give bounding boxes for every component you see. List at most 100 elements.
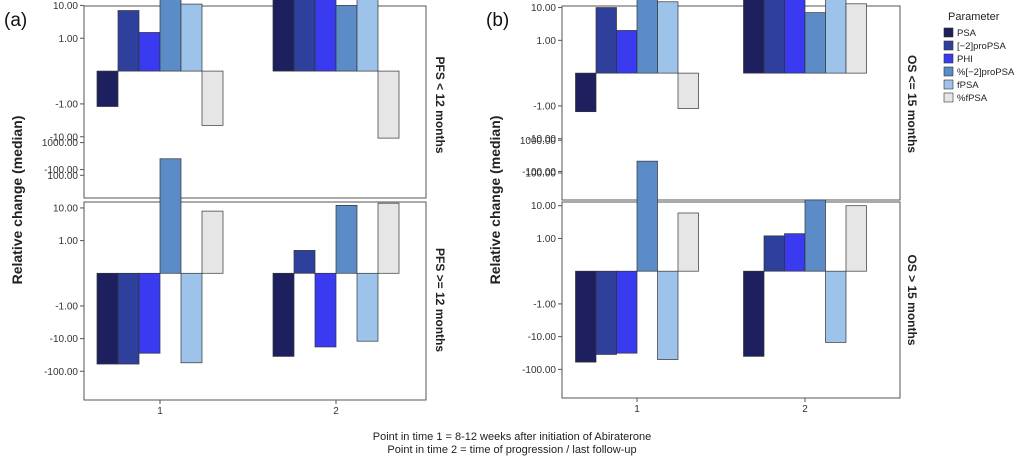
bar-fPSA-t2	[356, 0, 379, 72]
bar-pct2proPSA-t2	[335, 5, 358, 72]
footnote-time-2: Point in time 2 = time of progression / …	[387, 444, 637, 456]
bar-fPSA-t1	[180, 3, 203, 72]
bar-2proPSA-t2	[293, 0, 316, 72]
y-tick-label: -10.00	[528, 332, 557, 343]
legend-title: Parameter	[948, 11, 1000, 23]
bar-PSA-t2	[272, 272, 295, 357]
x-tick-label: 2	[333, 406, 339, 417]
bar-pct2proPSA-t1	[636, 0, 658, 74]
legend-label-2: PHI	[957, 54, 973, 65]
bar-fPSA-t2	[825, 270, 847, 343]
y-tick-label: 10.00	[531, 201, 556, 212]
bar-fPSA-t1	[657, 1, 679, 74]
bar-2proPSA-t1	[595, 7, 617, 74]
y-tick-label: 100.00	[525, 168, 556, 179]
y-tick-label: 1.00	[537, 36, 557, 47]
bar-PSA-t1	[575, 270, 597, 363]
y-tick-label: -10.00	[528, 134, 557, 145]
y-tick-label: -100.00	[44, 367, 78, 378]
bar-fPSA-t2	[825, 0, 847, 74]
bar-PSA-t1	[96, 272, 119, 365]
bar-pctfPSA-t1	[677, 72, 699, 109]
y-tick-label: 1.00	[537, 234, 557, 245]
bar-pctfPSA-t1	[201, 210, 224, 274]
y-tick-label: -1.00	[55, 301, 78, 312]
chart-panel-1: 1000.00 100.00 10.00 1.00 -1.00 -10.00 -100.00…	[42, 138, 427, 417]
bar-PHI-t2	[784, 0, 806, 74]
panel-label-a: (a)	[4, 10, 27, 31]
y-axis-title-b: Relative change (median)	[487, 116, 503, 285]
bar-PSA-t2	[743, 270, 765, 357]
row-label-pfs-ge-12: PFS >= 12 months	[433, 248, 447, 352]
chart-panel-0: 1000.00 100.00 10.00 1.00 -1.00 -10.00 -100.00	[44, 0, 427, 199]
bar-fPSA-t1	[180, 272, 203, 364]
row-label-pfs-lt-12: PFS < 12 months	[433, 56, 447, 153]
legend-label-0: PSA	[957, 28, 977, 39]
bar-PHI-t2	[784, 233, 806, 272]
bar-pctfPSA-t2	[377, 70, 400, 139]
bar-pct2proPSA-t2	[804, 12, 826, 74]
y-tick-label: -100.00	[522, 167, 556, 178]
x-tick-label: 1	[634, 404, 640, 415]
bar-pct2proPSA-t2	[804, 199, 826, 272]
bar-PHI-t1	[616, 30, 638, 74]
row-label-os-gt-15: OS > 15 months	[905, 254, 919, 345]
y-tick-label: 100.00	[47, 171, 78, 182]
row-label-os-le-15: OS <= 15 months	[905, 55, 919, 153]
bar-PSA-t2	[743, 0, 765, 74]
legend-swatch-0	[943, 27, 954, 38]
bar-PHI-t2	[314, 272, 337, 348]
y-tick-label: 1.00	[59, 34, 79, 45]
x-tick-label: 2	[802, 404, 808, 415]
legend-swatch-4	[943, 79, 954, 90]
bar-pctfPSA-t2	[845, 205, 867, 272]
chart-panel-3: 1000.00 100.00 10.00 1.00 -1.00 -10.00 -100.00…	[520, 136, 901, 415]
bar-2proPSA-t1	[117, 10, 140, 72]
bar-PHI-t1	[616, 270, 638, 354]
bar-2proPSA-t1	[595, 270, 617, 355]
bar-PSA-t1	[96, 70, 119, 107]
bar-pct2proPSA-t2	[335, 205, 358, 274]
y-tick-label: -10.00	[50, 132, 79, 143]
bar-fPSA-t1	[657, 270, 679, 360]
chart-panel-2: 1000.00 100.00 10.00 1.00 -1.00 -10.00 -100.00	[522, 0, 901, 201]
x-tick-label: 1	[157, 406, 163, 417]
legend-label-1: [−2]proPSA	[957, 41, 1007, 52]
bar-PHI-t1	[138, 32, 161, 72]
bar-2proPSA-t2	[763, 0, 785, 74]
y-tick-label: -100.00	[522, 365, 556, 376]
bar-2proPSA-t2	[763, 235, 785, 272]
y-tick-label: -1.00	[55, 99, 78, 110]
bar-pctfPSA-t2	[845, 3, 867, 74]
y-axis-title-a: Relative change (median)	[9, 116, 25, 285]
y-tick-label: -100.00	[44, 165, 78, 176]
legend-label-3: %[−2]proPSA	[957, 67, 1015, 78]
y-tick-label: 10.00	[531, 3, 556, 14]
y-tick-label: -1.00	[533, 299, 556, 310]
y-tick-label: 10.00	[53, 203, 78, 214]
bar-pct2proPSA-t1	[159, 158, 182, 274]
bar-PSA-t2	[272, 0, 295, 72]
bar-PSA-t1	[575, 72, 597, 113]
bar-fPSA-t2	[356, 272, 379, 342]
legend-swatch-5	[943, 92, 954, 103]
y-tick-label: -10.00	[50, 334, 79, 345]
legend-swatch-3	[943, 66, 954, 77]
legend-swatch-2	[943, 53, 954, 64]
bar-2proPSA-t2	[293, 250, 316, 274]
bar-pct2proPSA-t1	[636, 160, 658, 272]
bar-pct2proPSA-t1	[159, 0, 182, 72]
y-tick-label: 10.00	[53, 1, 78, 12]
bar-pctfPSA-t1	[677, 212, 699, 272]
bar-2proPSA-t1	[117, 272, 140, 365]
bar-pctfPSA-t1	[201, 70, 224, 126]
legend-label-4: fPSA	[957, 80, 979, 91]
bar-pctfPSA-t2	[377, 202, 400, 274]
legend-swatch-1	[943, 40, 954, 51]
y-tick-label: 1000.00	[520, 136, 557, 147]
footnote-time-1: Point in time 1 = 8-12 weeks after initi…	[372, 431, 652, 443]
y-tick-label: 1000.00	[42, 138, 79, 149]
y-tick-label: 1.00	[59, 236, 79, 247]
y-tick-label: -1.00	[533, 101, 556, 112]
